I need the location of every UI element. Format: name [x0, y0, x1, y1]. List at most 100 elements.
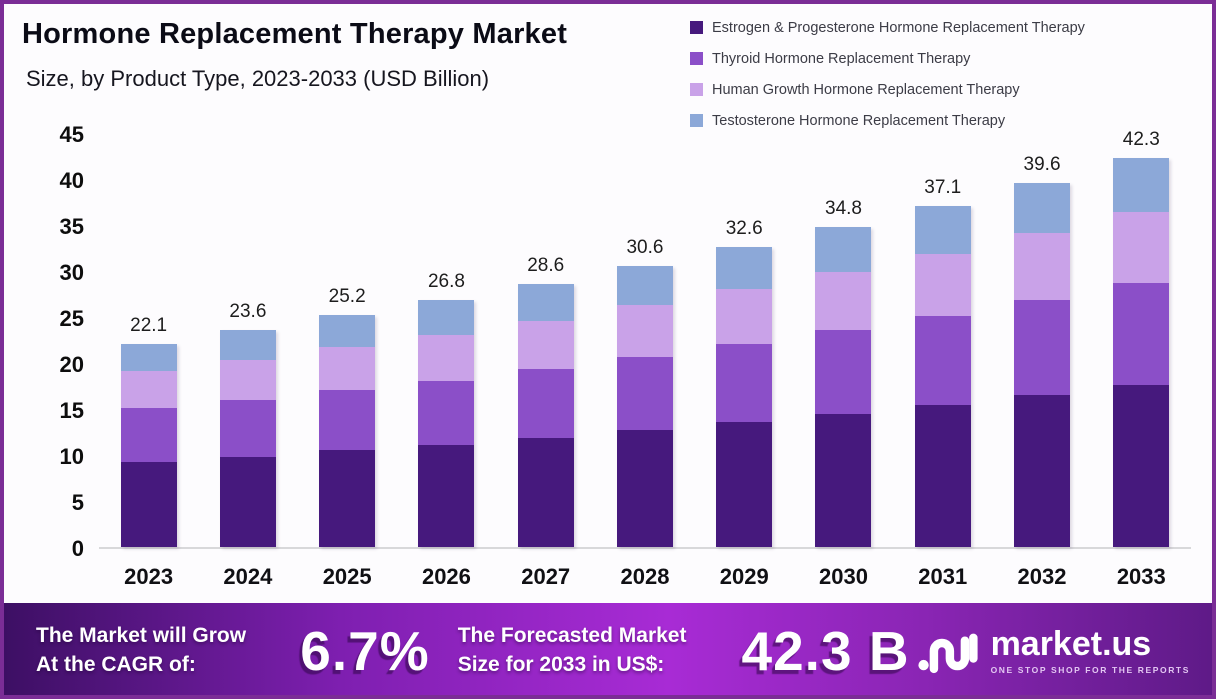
x-tick-label: 2027 — [521, 564, 571, 589]
chart-title: Hormone Replacement Therapy Market — [22, 18, 568, 50]
bar-total-label: 37.1 — [924, 176, 962, 198]
y-tick-label: 45 — [59, 122, 84, 147]
bar-segment — [120, 371, 177, 409]
bar-segment — [815, 329, 872, 414]
bar-segment — [517, 320, 574, 369]
y-tick-label: 15 — [59, 398, 84, 423]
cagr-value: 6.7% — [300, 620, 430, 682]
bar-segment — [616, 265, 673, 306]
bar-segment — [120, 462, 177, 547]
legend-item: Human Growth Hormone Replacement Therapy — [690, 74, 1085, 105]
brand-logo: market.us ONE STOP SHOP FOR THE REPORTS — [917, 627, 1190, 675]
stacked-bar — [914, 205, 971, 547]
bar-column: 28.6 — [496, 135, 595, 547]
legend-item: Thyroid Hormone Replacement Therapy — [690, 43, 1085, 74]
bar-segment — [716, 247, 773, 290]
x-tick-label: 2030 — [819, 564, 868, 589]
bar-segment — [219, 329, 276, 361]
legend-swatch-icon — [690, 52, 703, 65]
forecast-caption-line1: The Forecasted Market — [457, 624, 687, 648]
bar-segment — [1113, 385, 1170, 547]
bar-column: 23.6 — [198, 135, 297, 547]
bar-total-label: 32.6 — [725, 218, 763, 240]
marketus-logo-icon — [917, 633, 978, 674]
bar-segment — [914, 205, 971, 254]
bar-segment — [319, 389, 376, 451]
y-tick-label: 0 — [71, 536, 84, 561]
x-tick-label: 2026 — [421, 564, 471, 589]
x-tick-label: 2031 — [918, 564, 968, 589]
legend-swatch-icon — [690, 114, 703, 127]
legend-swatch-icon — [690, 83, 703, 96]
legend-label: Estrogen & Progesterone Hormone Replacem… — [712, 19, 1085, 36]
bar-segment — [517, 437, 574, 547]
cagr-caption-line2: At the CAGR of: — [36, 653, 196, 676]
bar-segment — [616, 356, 673, 431]
forecast-value: 42.3 B — [741, 620, 910, 682]
bar-segment — [815, 413, 872, 547]
forecast-caption-line2: Size for 2033 in US$: — [457, 653, 665, 676]
stacked-bar — [1014, 182, 1071, 547]
bar-column: 32.6 — [695, 135, 794, 547]
bar-segment — [914, 405, 971, 547]
bar-segment — [1014, 233, 1071, 300]
bar-segment — [1113, 283, 1170, 386]
bar-column: 37.1 — [893, 135, 992, 547]
bar-column: 42.3 — [1092, 129, 1191, 547]
x-axis-labels: 2023 2024 2025 2026 2027 2028 2029 2030 2031 2032… — [99, 564, 1191, 590]
bar-total-label: 22.1 — [130, 314, 168, 336]
bar-segment — [1014, 182, 1071, 234]
bar-segment — [219, 399, 276, 457]
bar-segment — [219, 456, 276, 547]
x-tick-label: 2024 — [223, 564, 273, 589]
bar-total-label: 23.6 — [229, 300, 267, 322]
bar-segment — [1014, 299, 1071, 396]
bar-segment — [815, 226, 872, 272]
y-axis: 0 5 10 15 20 25 30 35 40 45 — [32, 123, 84, 561]
cagr-caption-line1: The Market will Grow — [36, 624, 247, 648]
bar-total-label: 39.6 — [1023, 153, 1061, 175]
y-tick-label: 40 — [59, 168, 84, 193]
bar-segment — [418, 444, 475, 547]
legend: Estrogen & Progesterone Hormone Replacem… — [690, 12, 1085, 136]
bar-segment — [319, 315, 376, 348]
x-tick-label: 2025 — [322, 564, 372, 589]
bar-total-label: 42.3 — [1122, 128, 1160, 150]
stacked-bar — [418, 300, 475, 547]
bar-column: 34.8 — [794, 135, 893, 547]
bar-column: 22.1 — [99, 135, 198, 547]
bar-segment — [120, 408, 177, 463]
bar-segment — [120, 343, 177, 372]
bar-column: 39.6 — [992, 135, 1091, 547]
chart-subtitle: Size, by Product Type, 2023-2033 (USD Bi… — [26, 66, 490, 91]
bar-segment — [1113, 157, 1170, 213]
bar-segment — [716, 343, 773, 422]
footer-banner: The Market will Grow At the CAGR of: 6.7… — [4, 603, 1212, 695]
stacked-bar — [1113, 157, 1170, 547]
x-tick-label: 2032 — [1017, 564, 1067, 589]
bar-column: 26.8 — [397, 135, 496, 547]
y-tick-label: 20 — [59, 352, 84, 377]
bar-segment — [1014, 395, 1071, 547]
legend-label: Thyroid Hormone Replacement Therapy — [712, 50, 971, 67]
bar-segment — [914, 316, 971, 406]
bar-segment — [616, 305, 673, 357]
bar-segment — [517, 283, 574, 321]
bar-segment — [1113, 212, 1170, 284]
forecast-caption: The Forecasted Market Size for 2033 in U… — [458, 622, 742, 680]
bar-segment — [914, 253, 971, 317]
y-tick-label: 35 — [59, 214, 84, 239]
brand-text-block: market.us ONE STOP SHOP FOR THE REPORTS — [991, 627, 1190, 675]
bar-segment — [517, 368, 574, 438]
legend-item: Testosterone Hormone Replacement Therapy — [690, 105, 1085, 136]
x-tick-label: 2029 — [719, 564, 769, 589]
bar-total-label: 34.8 — [825, 197, 862, 219]
bar-total-label: 25.2 — [328, 286, 366, 308]
bar-segment — [418, 300, 475, 336]
y-tick-label: 5 — [71, 490, 84, 515]
bar-segment — [319, 347, 376, 390]
bar-segment — [219, 360, 276, 400]
brand-tagline: ONE STOP SHOP FOR THE REPORTS — [990, 665, 1190, 675]
stacked-bar — [120, 343, 177, 547]
